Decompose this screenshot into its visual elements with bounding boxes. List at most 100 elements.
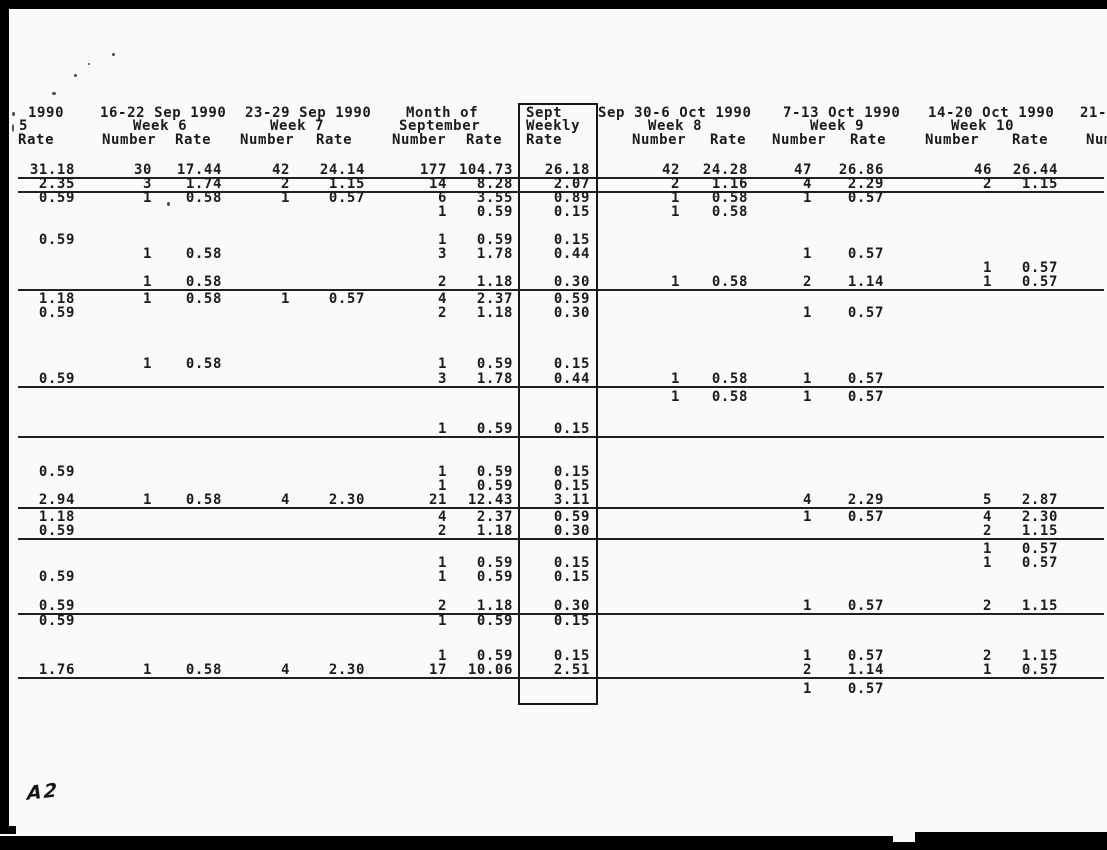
cell-rm: 2.37: [476, 291, 513, 307]
header-week7-date: 23-29 Sep 1990: [245, 105, 372, 121]
header-sept-line2: Weekly: [526, 118, 581, 134]
cell-r6: 0.58: [185, 492, 222, 508]
cell-n9: 1: [802, 681, 812, 697]
row-underline: [18, 191, 1104, 193]
cell-r9: 26.86: [838, 162, 884, 178]
cell-r5: 0.59: [38, 569, 75, 585]
cell-n10: 4: [982, 509, 992, 525]
scan-border-left-foot: [0, 826, 16, 834]
cell-rm: 1.18: [476, 305, 513, 321]
row-underline: [18, 177, 1104, 179]
cell-r8: 0.58: [711, 190, 748, 206]
cell-rm: 0.59: [476, 421, 513, 437]
cell-nm: 1: [437, 569, 447, 585]
cell-n8: 1: [670, 190, 680, 206]
cell-sw: 2.07: [553, 176, 590, 192]
cell-r6: 1.74: [185, 176, 222, 192]
cell-sw: 0.30: [553, 274, 590, 290]
cell-nm: 2: [437, 598, 447, 614]
cell-r10: 1.15: [1021, 523, 1058, 539]
scan-border-top: [0, 0, 1107, 9]
cell-r8: 0.58: [711, 204, 748, 220]
cell-n8: 42: [661, 162, 680, 178]
cell-sw: 3.11: [553, 492, 590, 508]
cell-nm: 21: [428, 492, 447, 508]
header-sept-line1: Sept: [526, 105, 563, 121]
cell-n9: 1: [802, 389, 812, 405]
cell-sw: 2.51: [553, 662, 590, 678]
header-week6-number-label: Number: [102, 132, 157, 148]
cell-r7: 24.14: [319, 162, 365, 178]
cell-nm: 1: [437, 478, 447, 494]
cell-n7: 4: [280, 492, 290, 508]
cell-rm: 0.59: [476, 478, 513, 494]
cell-r8: 0.58: [711, 389, 748, 405]
row-underline: [18, 507, 1104, 509]
cell-nm: 17: [428, 662, 447, 678]
cell-sw: 0.15: [553, 464, 590, 480]
cell-n6: 30: [133, 162, 152, 178]
cell-nm: 3: [437, 371, 447, 387]
cell-r10: 0.57: [1021, 274, 1058, 290]
cell-n9: 47: [793, 162, 812, 178]
cell-r5: 31.18: [29, 162, 75, 178]
header-week8-rate-label: Rate: [710, 132, 747, 148]
header-week6-rate-label: Rate: [175, 132, 212, 148]
cell-n9: 2: [802, 274, 812, 290]
cell-r10: 2.30: [1021, 509, 1058, 525]
cell-sw: 0.15: [553, 356, 590, 372]
cell-nm: 1: [437, 648, 447, 664]
cell-rm: 1.78: [476, 371, 513, 387]
cell-r5: 1.76: [38, 662, 75, 678]
scan-speckle: [74, 74, 77, 77]
cell-n6: 1: [142, 246, 152, 262]
cell-r5: 0.59: [38, 232, 75, 248]
cell-r5: 0.59: [38, 464, 75, 480]
cell-sw: 0.15: [553, 555, 590, 571]
cell-r10: 0.57: [1021, 260, 1058, 276]
cell-n6: 1: [142, 291, 152, 307]
cell-r8: 0.58: [711, 274, 748, 290]
cell-n10: 1: [982, 260, 992, 276]
cell-sw: 0.15: [553, 204, 590, 220]
scan-speckle: [167, 202, 170, 206]
cell-n10: 2: [982, 598, 992, 614]
header-week6-date: 16-22 Sep 1990: [100, 105, 227, 121]
header-week9-date: 7-13 Oct 1990: [783, 105, 901, 121]
cell-r10: 1.15: [1021, 176, 1058, 192]
cell-r8: 1.16: [711, 176, 748, 192]
row-underline: [18, 677, 1104, 679]
cell-rm: 104.73: [458, 162, 513, 178]
cell-rm: 0.59: [476, 613, 513, 629]
cell-n9: 4: [802, 176, 812, 192]
cell-nm: 1: [437, 613, 447, 629]
cell-n6: 3: [142, 176, 152, 192]
cell-n10: 5: [982, 492, 992, 508]
cell-n7: 4: [280, 662, 290, 678]
header-week10-number-label: Number: [925, 132, 980, 148]
cell-n7: 1: [280, 190, 290, 206]
cell-r8: 24.28: [702, 162, 748, 178]
cell-r6: 0.58: [185, 246, 222, 262]
cell-nm: 4: [437, 291, 447, 307]
cell-sw: 0.15: [553, 232, 590, 248]
header-sept-line3: Rate: [526, 132, 563, 148]
header-week5-week-partial: 5: [19, 118, 29, 134]
cell-r5: 1.18: [38, 291, 75, 307]
cell-sw: 0.59: [553, 291, 590, 307]
cell-sw: 0.89: [553, 190, 590, 206]
cell-r5: 0.59: [38, 523, 75, 539]
cell-n6: 1: [142, 274, 152, 290]
header-week11-number-label-partial: Num: [1086, 132, 1107, 148]
cell-r9: 0.57: [847, 246, 884, 262]
cell-nm: 6: [437, 190, 447, 206]
header-week10-rate-label: Rate: [1012, 132, 1049, 148]
cell-rm: 1.18: [476, 523, 513, 539]
cell-r5: 0.59: [38, 305, 75, 321]
cell-rm: 1.18: [476, 598, 513, 614]
cell-rm: 8.28: [476, 176, 513, 192]
cell-n10: 1: [982, 274, 992, 290]
cell-r6: 0.58: [185, 662, 222, 678]
cell-r7: 2.30: [328, 662, 365, 678]
